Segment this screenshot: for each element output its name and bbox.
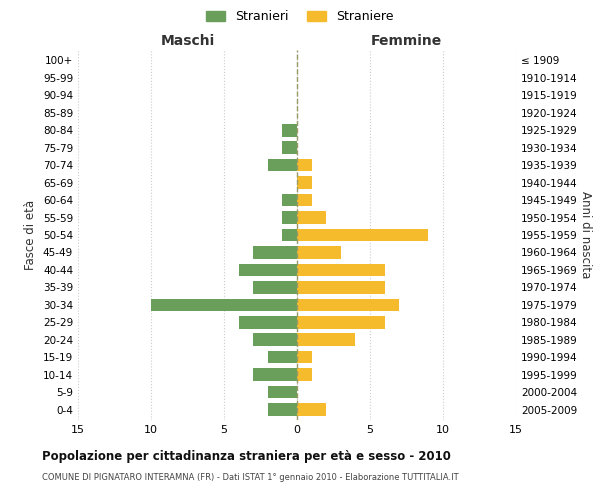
Bar — [297, 351, 311, 364]
Bar — [239, 264, 297, 276]
Bar — [297, 246, 341, 258]
Bar — [297, 403, 326, 416]
Bar — [151, 298, 297, 311]
Bar — [297, 194, 311, 206]
Text: COMUNE DI PIGNATARO INTERAMNA (FR) - Dati ISTAT 1° gennaio 2010 - Elaborazione T: COMUNE DI PIGNATARO INTERAMNA (FR) - Dat… — [42, 472, 458, 482]
Text: Femmine: Femmine — [371, 34, 442, 48]
Bar — [268, 351, 297, 364]
Bar — [268, 386, 297, 398]
Bar — [253, 281, 297, 293]
Bar — [297, 176, 311, 189]
Bar — [283, 142, 297, 154]
Bar — [297, 368, 311, 381]
Bar — [239, 316, 297, 328]
Bar — [268, 159, 297, 172]
Bar — [283, 194, 297, 206]
Bar — [253, 368, 297, 381]
Bar — [297, 281, 385, 293]
Bar — [283, 228, 297, 241]
Y-axis label: Anni di nascita: Anni di nascita — [578, 192, 592, 278]
Bar — [253, 334, 297, 346]
Bar — [297, 159, 311, 172]
Bar — [297, 228, 428, 241]
Bar — [297, 316, 385, 328]
Bar — [283, 124, 297, 136]
Bar — [283, 212, 297, 224]
Bar — [297, 212, 326, 224]
Legend: Stranieri, Straniere: Stranieri, Straniere — [203, 6, 397, 26]
Y-axis label: Fasce di età: Fasce di età — [25, 200, 37, 270]
Text: Popolazione per cittadinanza straniera per età e sesso - 2010: Popolazione per cittadinanza straniera p… — [42, 450, 451, 463]
Bar — [297, 298, 399, 311]
Bar — [253, 246, 297, 258]
Bar — [297, 264, 385, 276]
Bar — [297, 334, 355, 346]
Bar — [268, 403, 297, 416]
Text: Maschi: Maschi — [160, 34, 215, 48]
